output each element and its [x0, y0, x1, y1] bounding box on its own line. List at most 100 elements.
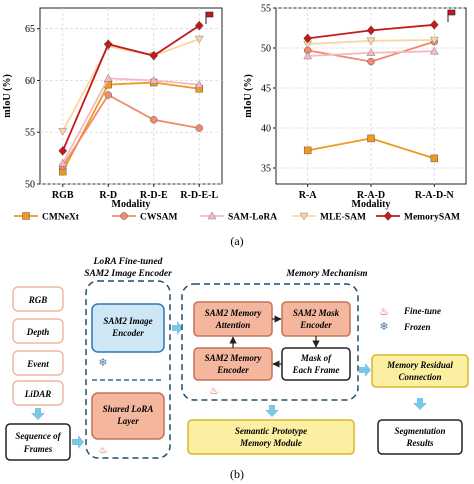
svg-text:Layer: Layer	[116, 416, 139, 426]
legend-item-memorysam: MemorySAM	[376, 211, 460, 223]
chart-a-xlabel: Modality	[112, 199, 151, 210]
diagram: RGB Depth Event LiDAR Sequence of Frames	[5, 257, 469, 461]
series-line-sam-lora	[61, 77, 200, 164]
sam2-mask-encoder: SAM2 Mask Encoder	[281, 301, 351, 337]
svg-text:Frames: Frames	[23, 444, 53, 454]
encoder-title-line2: SAM2 Image Encoder	[84, 269, 172, 279]
data-point-memorysam	[430, 19, 439, 30]
data-point-memorysam	[58, 146, 68, 156]
fire-icon: ♨	[99, 445, 108, 456]
data-point-mle-sam	[194, 35, 204, 44]
data-point-cwsam	[195, 124, 203, 132]
sam2-image-encoder: SAM2 Image Encoder	[91, 303, 165, 353]
data-point-cwsam	[367, 57, 375, 66]
legend-marker	[383, 211, 393, 221]
data-point-memorysam	[149, 50, 159, 61]
arrow-down-icon	[31, 408, 45, 420]
svg-text:Event: Event	[26, 359, 49, 369]
chart-legend: CMNeXt CWSAM SAM-LoRA MLE-SAM MemorySAM	[14, 211, 460, 223]
fire-icon: ♨	[210, 386, 219, 397]
sam2-memory-attention: SAM2 Memory Attention	[193, 301, 273, 337]
y-tick-label: 60	[25, 76, 35, 87]
data-point-memorysam	[303, 33, 312, 44]
x-tick-label: R-D-E-L	[180, 190, 218, 201]
input-depth: Depth	[12, 318, 64, 344]
svg-text:Segmentation: Segmentation	[394, 426, 445, 436]
svg-text:RGB: RGB	[28, 295, 48, 305]
memory-title: Memory Mechanism	[285, 269, 367, 279]
x-tick-label: R-A	[299, 190, 318, 201]
series-line-cwsam	[61, 93, 200, 167]
x-tick-label: R-D-E	[140, 190, 168, 201]
chart-a: 50 55 60 65 RGB R-D R-D-E R-D-E-L Modality mIo…	[2, 7, 223, 210]
arrow-down-icon	[413, 398, 427, 410]
y-tick-label: 55	[261, 4, 271, 15]
svg-text:Sequence of: Sequence of	[15, 431, 61, 441]
segmentation-results: Segmentation Results	[377, 419, 463, 455]
data-point-mle-sam	[366, 37, 376, 46]
flag-icon	[205, 11, 214, 24]
shared-lora-layer: Shared LoRA Layer	[91, 392, 165, 440]
legend-label: MLE-SAM	[320, 213, 366, 223]
data-point-cmnext	[430, 154, 439, 163]
chart-a-xticks: RGB R-D R-D-E R-D-E-L	[52, 184, 218, 201]
data-point-sam-lora	[58, 158, 68, 167]
data-point-mle-sam	[58, 127, 68, 136]
svg-text:Depth: Depth	[26, 327, 50, 337]
memory-group	[181, 283, 359, 401]
chart-b-xlabel: Modality	[352, 199, 391, 210]
legend-label: SAM-LoRA	[228, 213, 277, 223]
sequence-of-frames: Sequence of Frames	[5, 423, 71, 461]
semantic-prototype-memory-module: Semantic Prototype Memory Module	[187, 419, 355, 455]
svg-text:Connection: Connection	[398, 372, 441, 382]
series-line-mle-sam	[61, 38, 200, 132]
frozen-label: Frozen	[403, 322, 431, 332]
snowflake-icon: ❄	[98, 357, 107, 369]
legend-label: CMNeXt	[42, 213, 80, 223]
svg-text:Mask of: Mask of	[300, 353, 332, 363]
snowflake-icon: ❄	[379, 321, 388, 333]
chart-b-xticks: R-A R-A-D R-A-D-N	[299, 184, 455, 201]
svg-text:Results: Results	[405, 438, 434, 448]
x-tick-label: R-A-D	[357, 190, 385, 201]
data-point-sam-lora	[303, 51, 313, 60]
svg-text:Shared LoRA: Shared LoRA	[103, 404, 154, 414]
y-tick-label: 55	[25, 128, 35, 139]
data-point-sam-lora	[149, 76, 159, 84]
caption-b: (b)	[230, 467, 244, 481]
input-lidar: LiDAR	[12, 380, 64, 406]
data-point-sam-lora	[103, 73, 113, 82]
mask-of-each-frame: Mask of Each Frame	[281, 347, 351, 381]
legend-item-cwsam: CWSAM	[112, 212, 178, 223]
legend-label: MemorySAM	[404, 213, 460, 223]
chart-b: 35 40 45 50 55 R-A R-A-D R-A-D-N Modality mIoU…	[243, 4, 467, 210]
svg-text:SAM2 Memory: SAM2 Memory	[205, 353, 263, 363]
data-point-cmnext	[367, 134, 375, 143]
legend-marker	[299, 212, 309, 221]
data-point-memorysam	[103, 39, 113, 50]
chart-a-series	[58, 20, 204, 176]
input-rgb: RGB	[12, 286, 64, 312]
y-tick-label: 65	[25, 24, 35, 35]
data-point-sam-lora	[194, 80, 204, 88]
data-point-cwsam	[104, 91, 112, 99]
flag-icon	[447, 9, 456, 22]
fine-tune-label: Fine-tune	[403, 306, 441, 316]
legend-marker	[120, 212, 128, 220]
encoder-title: LoRA Fine-tuned	[93, 257, 163, 267]
x-tick-label: R-D	[99, 190, 117, 201]
svg-text:Encoder: Encoder	[111, 328, 144, 338]
y-tick-label: 50	[25, 180, 35, 191]
legend-item-mle-sam: MLE-SAM	[292, 213, 366, 223]
chart-a-ylabel: mIoU (%)	[2, 74, 13, 118]
arrow-right-icon	[172, 321, 183, 335]
data-point-cwsam	[150, 116, 158, 124]
legend-label: CWSAM	[140, 213, 178, 223]
caption-a: (a)	[230, 234, 243, 248]
svg-text:Memory Residual: Memory Residual	[386, 360, 453, 370]
svg-text:SAM2 Memory: SAM2 Memory	[205, 308, 263, 318]
data-point-memorysam	[366, 25, 376, 36]
data-point-cmnext	[303, 146, 312, 155]
legend-item-sam-lora: SAM-LoRA	[200, 211, 277, 223]
